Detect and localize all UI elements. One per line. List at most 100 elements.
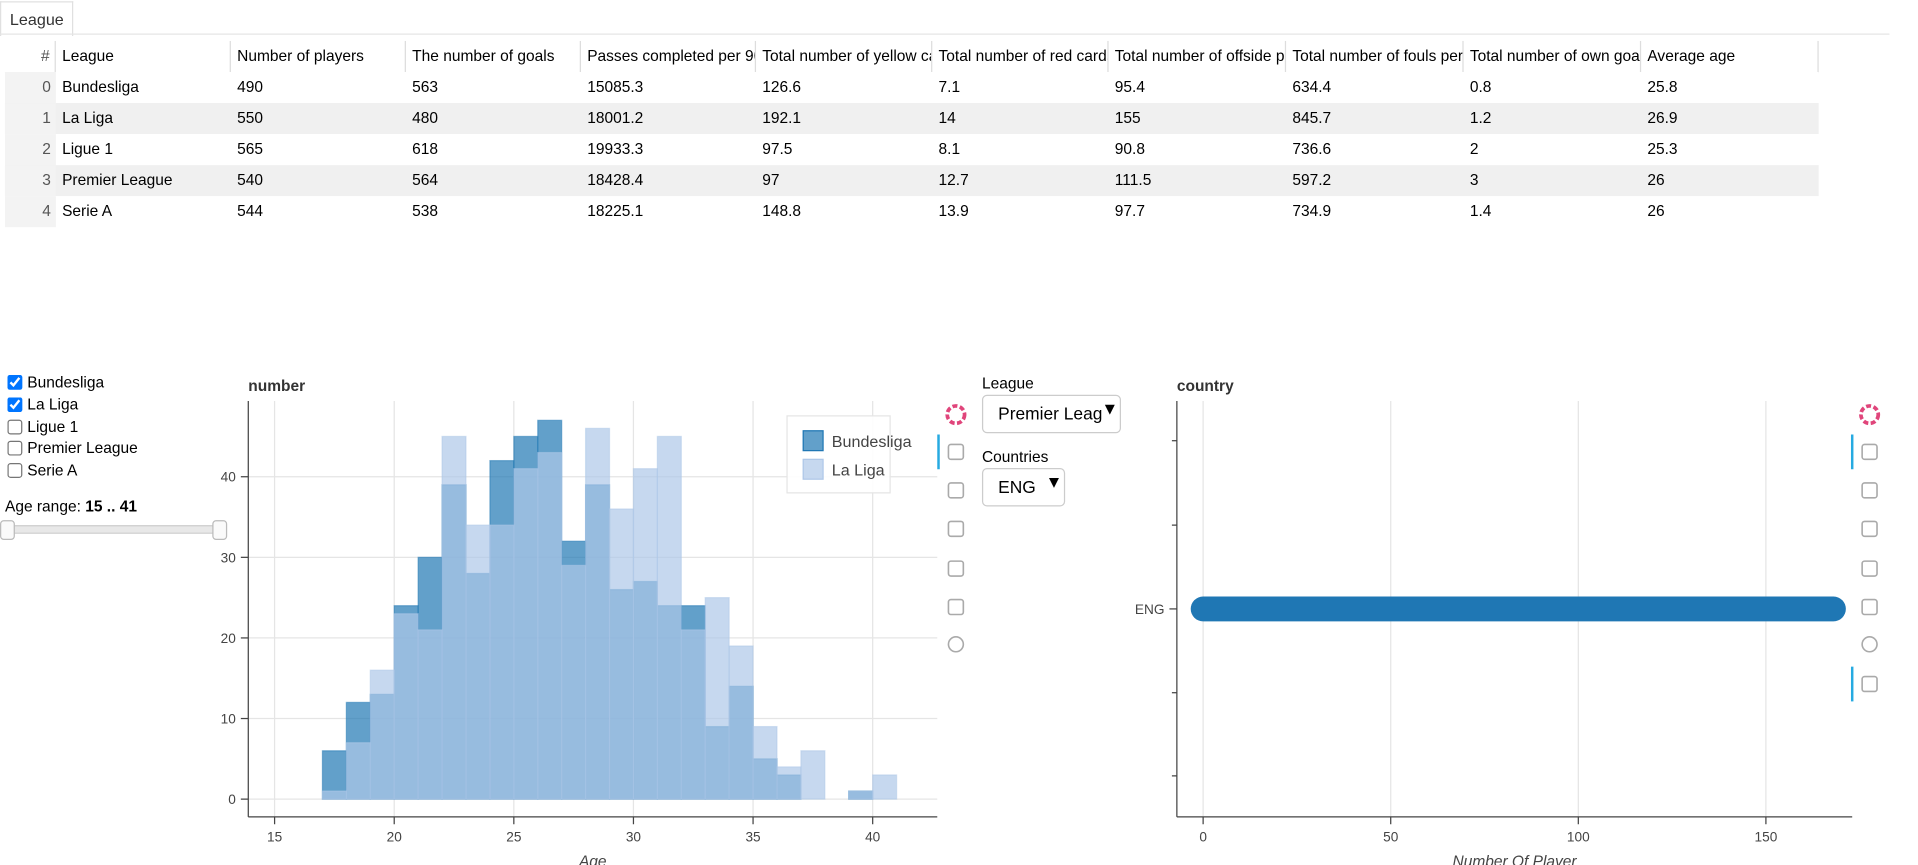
tool-button[interactable] (1861, 520, 1878, 538)
table-cell: 480 (412, 109, 439, 127)
table-cell: 1.4 (1469, 202, 1492, 220)
table-cell: 734.9 (1292, 202, 1332, 220)
checkbox-input[interactable] (7, 419, 23, 434)
table-cell: 1.2 (1469, 109, 1492, 127)
row-index: 0 (4, 72, 56, 104)
header-cell: Total number of red cards (932, 40, 1109, 73)
checkbox[interactable]: Serie A (5, 460, 77, 482)
histogram-bar (704, 597, 730, 800)
checkbox-input[interactable] (7, 397, 23, 412)
checkbox-input[interactable] (7, 441, 23, 457)
table-cell: Ligue 1 (62, 140, 113, 158)
histogram-bar (321, 790, 347, 800)
histogram-bar (848, 790, 874, 800)
row-index: 1 (4, 103, 56, 135)
checkbox-input[interactable] (7, 374, 23, 390)
tool-button[interactable] (1861, 598, 1878, 616)
table-row[interactable]: 1 La Liga 550 480 18001.2 192.1 14 155 845.7 1.2 2… (4, 103, 1819, 135)
x-tick-label: 100 (1567, 830, 1590, 845)
y-tick-label: 40 (221, 470, 237, 485)
histogram-bar (441, 435, 467, 800)
table-cell: 8.1 (938, 140, 961, 158)
legend-label: Bundesliga (832, 433, 912, 451)
table-cell: 540 (237, 171, 264, 189)
header-cell: # (4, 40, 56, 73)
table-cell: 19933.3 (587, 140, 644, 158)
table-cell: 25.3 (1647, 140, 1678, 158)
select[interactable]: Premier Leag (981, 394, 1122, 434)
tool-button[interactable] (1861, 560, 1878, 577)
x-tick-label: 40 (865, 830, 881, 845)
checkbox-label: La Liga (27, 395, 79, 414)
histogram-bar (393, 613, 419, 800)
table-cell: 3 (1469, 171, 1479, 189)
slider-title: Age range: 15 .. 41 (5, 498, 137, 515)
table-cell: 97.5 (762, 140, 793, 158)
checkbox[interactable]: Premier League (5, 437, 138, 459)
header-cell: Average age (1641, 40, 1819, 73)
histogram-bar (632, 468, 658, 800)
x-tick-label: 50 (1383, 830, 1399, 845)
table-cell: 597.2 (1292, 171, 1332, 189)
tab[interactable]: League (0, 1, 74, 37)
tool-button[interactable] (947, 560, 965, 577)
x-tick-label: 15 (267, 830, 283, 845)
checkbox-label: Bundesliga (27, 373, 105, 392)
table-row[interactable]: 3 Premier League 540 564 18428.4 97 12.7 111.5 5… (4, 165, 1819, 197)
header-cell: Total number of fouls per (1286, 40, 1464, 73)
header-cell: Total number of own goals (1464, 40, 1642, 73)
table-cell: 111.5 (1114, 171, 1152, 189)
checkbox-input[interactable] (7, 463, 23, 479)
tool-button[interactable] (947, 636, 965, 653)
table-cell: 13.9 (938, 202, 969, 220)
table-row[interactable]: 4 Serie A 544 538 18225.1 148.8 13.9 97.7 734.9 1… (4, 196, 1819, 228)
table-cell: Bundesliga (62, 78, 139, 96)
table-cell: 192.1 (762, 109, 802, 127)
table-cell: 845.7 (1292, 109, 1332, 127)
header-cell: Total number of offside pe (1109, 40, 1287, 73)
table-cell: 538 (412, 202, 439, 220)
row-index: 3 (4, 165, 56, 197)
tool-button[interactable] (947, 520, 965, 538)
tool-button[interactable] (947, 443, 965, 461)
checkbox[interactable]: La Liga (5, 393, 78, 415)
tab-divider (0, 33, 1890, 35)
tool-button[interactable] (1861, 482, 1878, 499)
histogram-bar (417, 629, 443, 800)
table-cell: 90.8 (1114, 140, 1146, 158)
histogram-bar (800, 750, 826, 800)
slider-handle[interactable] (212, 520, 228, 541)
select-arrow (1048, 477, 1059, 488)
select[interactable]: ENG (981, 468, 1066, 507)
tool-button[interactable] (1861, 675, 1878, 693)
y-tick-label: ENG (1135, 602, 1165, 617)
tool-button[interactable] (947, 482, 965, 499)
table-row[interactable]: 2 Ligue 1 565 618 19933.3 97.5 8.1 90.8 736.6 2 25… (4, 134, 1819, 166)
tool-button[interactable] (1861, 443, 1878, 461)
header-cell: Total number of yellow ca (756, 40, 933, 73)
table-cell: 155 (1114, 109, 1141, 127)
slider-handle[interactable] (0, 520, 15, 541)
table-cell: 25.8 (1647, 78, 1678, 96)
histogram-bar (728, 645, 754, 800)
logo (945, 404, 967, 426)
histogram-bar (776, 766, 802, 800)
histogram-bar (752, 725, 778, 800)
x-tick-label: 25 (506, 830, 522, 845)
table-cell: 7.1 (938, 78, 961, 96)
histogram-bar (608, 508, 635, 800)
toolbar (1850, 404, 1881, 702)
histogram-bar (584, 427, 611, 800)
tool-button[interactable] (1861, 636, 1878, 653)
checkbox[interactable]: Bundesliga (5, 371, 104, 393)
tool-button[interactable] (947, 598, 965, 616)
table-row[interactable]: 0 Bundesliga 490 563 15085.3 126.6 7.1 95.4 634.… (4, 72, 1819, 104)
y-tick-label: 30 (221, 550, 237, 565)
histogram-bar (513, 468, 539, 800)
table-cell: 26.9 (1647, 109, 1678, 127)
toolbar (937, 404, 967, 653)
x-tick-label: 30 (626, 830, 642, 845)
checkbox[interactable]: Ligue 1 (5, 415, 78, 437)
table-cell: 563 (412, 78, 439, 96)
